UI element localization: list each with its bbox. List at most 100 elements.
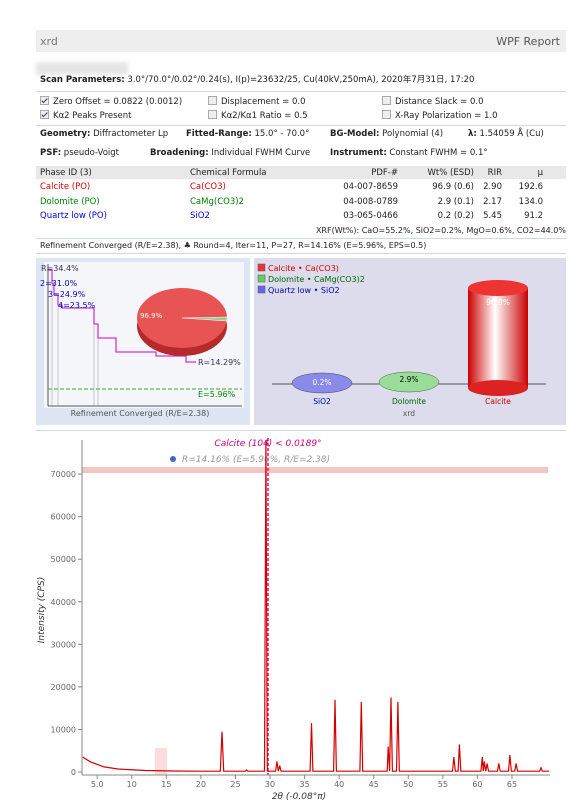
y-tick-label: 30000 (51, 640, 76, 649)
checkbox[interactable] (208, 96, 217, 105)
setting: Fitted-Range: 15.0° - 70.0° (186, 129, 309, 139)
x-tick-label: 40 (334, 780, 344, 789)
pattern-line (82, 439, 550, 772)
table-cell: 04-008-0789 (343, 196, 398, 207)
table-cell: 134.0 (518, 196, 543, 207)
e-label: E=5.96% (198, 390, 236, 399)
option-label: Kα2/Kα1 Ratio = 0.5 (221, 111, 308, 121)
setting: λ: 1.54059 Å (Cu) (468, 129, 544, 139)
step-lines (51, 284, 99, 406)
step-label: 4=23.5% (58, 301, 96, 310)
option-label: Kα2 Peaks Present (53, 111, 132, 121)
x-tick-label: 15 (161, 780, 171, 789)
checkbox[interactable] (382, 110, 391, 119)
x-tick-label: 35 (300, 780, 310, 789)
column-header: Chemical Formula (190, 168, 267, 178)
setting-label: BG-Model: (330, 129, 380, 139)
column-header: μ (537, 168, 543, 178)
convergence-panel: R=34.4% 2=31.0% 3=24.9% 4=23.5% 96.9% R=… (36, 258, 250, 425)
cylinder-top (468, 280, 528, 296)
setting: Geometry: Diffractometer Lp (40, 129, 168, 139)
column-header: RIR (487, 168, 502, 178)
option-label: Zero Offset = 0.0822 (0.0012) (53, 97, 183, 107)
dolomite-name: Dolomite (392, 397, 426, 406)
checkbox[interactable] (40, 96, 49, 105)
calcite-cylinder (468, 288, 528, 388)
table-cell: 192.6 (518, 182, 543, 192)
option: Displacement = 0.0 (208, 96, 305, 107)
final-r: R=14.29% (198, 358, 241, 367)
table-cell: SiO2 (190, 211, 210, 221)
y-tick-label: 40000 (51, 598, 76, 607)
y-tick-label: 70000 (51, 470, 76, 479)
legend-swatch (257, 274, 266, 283)
step-label: 3=24.9% (48, 290, 86, 299)
table-cell: 96.9 (0.6) (432, 182, 474, 192)
setting-value: 15.0° - 70.0° (254, 129, 310, 139)
refinement: Refinement Converged (R/E=2.38), ♣ Round… (40, 241, 427, 250)
header-bar: xrd WPF Report (36, 30, 566, 52)
setting-label: Broadening: (150, 148, 209, 158)
column-header: Wt% (ESD) (427, 168, 474, 178)
divider (36, 238, 566, 239)
legend-entry: Calcite • Ca(CO3) (268, 264, 339, 273)
table-cell: Calcite (PO) (40, 182, 91, 192)
setting-label: PSF: (40, 148, 62, 158)
pie-slice (181, 316, 228, 322)
sio2-name: SiO2 (313, 397, 331, 406)
setting-label: Geometry: (40, 129, 91, 139)
y-tick-label: 20000 (51, 683, 76, 692)
option-label: X-Ray Polarization = 1.0 (395, 111, 498, 121)
table-cell: 03-065-0466 (343, 211, 398, 221)
table-cell: CaMg(CO3)2 (190, 196, 244, 207)
setting-value: Constant FWHM = 0.1° (389, 148, 488, 158)
option: Kα2/Kα1 Ratio = 0.5 (208, 110, 308, 121)
table-header-bg (36, 166, 566, 179)
x-tick-label: 50 (403, 780, 413, 789)
chart-subtitle: R=14.16% (E=5.96%, R/E=2.38) (182, 455, 330, 465)
y-tick-label: 10000 (51, 725, 76, 734)
column-header: Phase ID (3) (40, 168, 92, 178)
y-axis-label: Intensity (CPS) (37, 577, 47, 643)
legend-swatch (257, 263, 266, 272)
checkbox[interactable] (208, 110, 217, 119)
setting: BG-Model: Polynomial (4) (330, 129, 443, 139)
setting-value: 1.54059 Å (Cu) (479, 129, 544, 139)
header-report: WPF Report (496, 35, 560, 48)
setting: PSF: pseudo-Voigt (40, 148, 119, 158)
x-tick-label: 5.0 (91, 780, 104, 789)
setting-label: Fitted-Range: (186, 129, 252, 139)
table-cell: Dolomite (PO) (40, 196, 100, 207)
table-cell: Ca(CO3) (190, 182, 226, 192)
table-cell: 91.2 (524, 211, 543, 221)
divider (36, 253, 566, 254)
blurred-field (36, 62, 128, 75)
x-tick-label: 65 (507, 780, 517, 789)
phase-panel: Calcite • Ca(CO3) Dolomite • CaMg(CO3)2 … (254, 258, 566, 425)
legend-entry: Dolomite • CaMg(CO3)2 (268, 275, 365, 284)
scan-value: 3.0°/70.0°/0.02°/0.24(s), I(p)=23632/25,… (127, 75, 475, 85)
calcite-name: Calcite (485, 397, 511, 406)
table-cell: 0.2 (0.2) (437, 211, 474, 221)
chart: Calcite (104) < 0.0189° R=14.16% (E=5.96… (37, 438, 550, 802)
setting-value: Diffractometer Lp (93, 129, 169, 139)
calcite-value: 96.9% (486, 298, 510, 307)
sample-name: xrd (403, 409, 415, 418)
legend-swatch (257, 285, 266, 294)
step-label: 2=31.0% (40, 279, 78, 288)
setting-value: Polynomial (4) (382, 129, 444, 139)
checkbox[interactable] (382, 96, 391, 105)
divider (36, 91, 566, 92)
x-axis-label: 2θ (-0.08°π) (272, 792, 326, 802)
checkbox[interactable] (40, 110, 49, 119)
xrf: XRF(Wt%): CaO=55.2%, SiO2=0.2%, MgO=0.6%… (315, 226, 566, 235)
column-header: PDF-# (371, 168, 398, 178)
setting-label: Instrument: (330, 148, 387, 158)
scan-label: Scan Parameters: (40, 75, 125, 85)
option: X-Ray Polarization = 1.0 (382, 110, 498, 121)
legend-entry: Quartz low • SiO2 (268, 286, 340, 295)
dolomite-disc (378, 371, 440, 393)
option: Kα2 Peaks Present (40, 110, 132, 121)
header-title: xrd (40, 35, 58, 48)
